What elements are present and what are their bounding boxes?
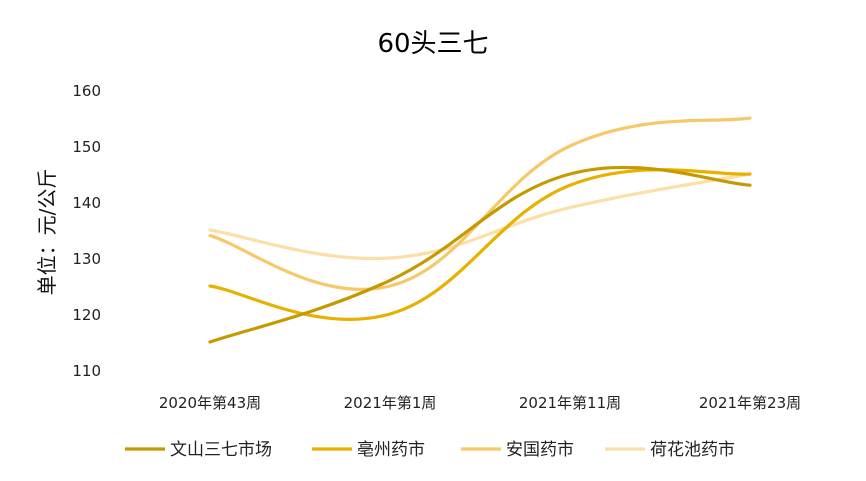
x-tick-label: 2021年第1周 bbox=[344, 394, 437, 412]
series-line-0 bbox=[208, 165, 752, 344]
x-tick-label: 2021年第11周 bbox=[519, 394, 621, 412]
y-tick-label: 120 bbox=[72, 306, 101, 324]
series-line-2 bbox=[208, 116, 752, 291]
legend-label: 安国药市 bbox=[506, 440, 574, 460]
legend-item: 文山三七市场 bbox=[125, 440, 272, 460]
legend-item: 安国药市 bbox=[461, 440, 574, 460]
y-tick-label: 140 bbox=[72, 194, 101, 212]
legend-label: 文山三七市场 bbox=[170, 440, 272, 460]
chart-title: 60头三七 bbox=[377, 29, 488, 59]
y-axis-label: 单位：元/公斤 bbox=[35, 169, 59, 296]
x-axis-ticks: 2020年第43周 2021年第1周 2021年第11周 2021年第23周 bbox=[159, 394, 801, 412]
y-tick-label: 130 bbox=[72, 250, 101, 268]
series-line-3 bbox=[208, 172, 752, 261]
series-line-1 bbox=[208, 168, 752, 321]
x-tick-label: 2020年第43周 bbox=[159, 394, 261, 412]
legend-label: 亳州药市 bbox=[357, 440, 425, 460]
x-tick-label: 2021年第23周 bbox=[699, 394, 801, 412]
legend-item: 荷花池药市 bbox=[605, 440, 735, 460]
legend-item: 亳州药市 bbox=[312, 440, 425, 460]
legend-label: 荷花池药市 bbox=[650, 440, 735, 460]
y-axis-ticks: 110 120 130 140 150 160 bbox=[72, 82, 101, 380]
y-tick-label: 110 bbox=[72, 362, 101, 380]
series-lines bbox=[208, 116, 752, 344]
legend: 文山三七市场 亳州药市 安国药市 荷花池药市 bbox=[125, 440, 735, 460]
y-tick-label: 160 bbox=[72, 82, 101, 100]
y-tick-label: 150 bbox=[72, 138, 101, 156]
